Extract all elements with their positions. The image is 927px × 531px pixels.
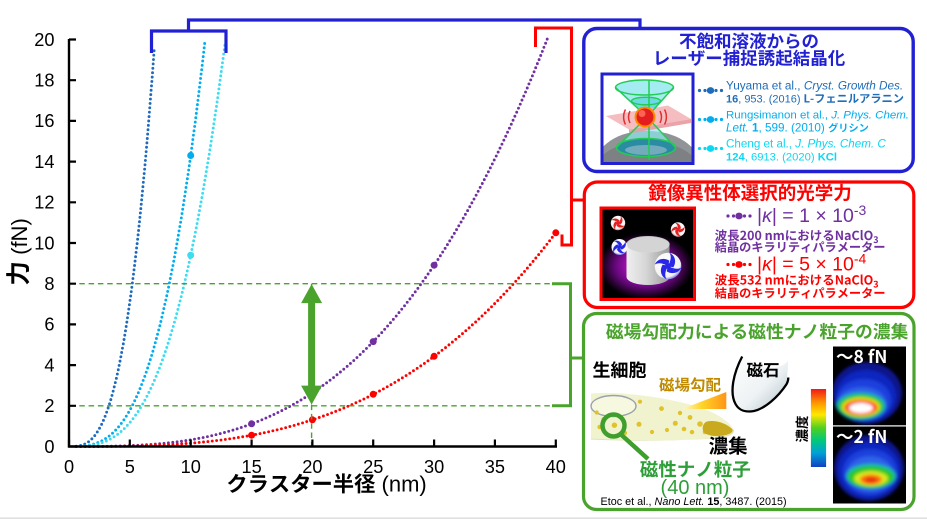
svg-text:14: 14 (34, 152, 54, 172)
svg-text:|κ| = 5 × 10-4: |κ| = 5 × 10-4 (757, 251, 867, 276)
svg-text:Yuyama et al., Cryst. Growth D: Yuyama et al., Cryst. Growth Des. (726, 80, 903, 93)
svg-text:|κ| = 1 × 10-3: |κ| = 1 × 10-3 (757, 202, 867, 227)
svg-text:Lett. 1, 599. (2010): Lett. 1, 599. (2010) (726, 122, 825, 135)
svg-text:10: 10 (34, 233, 54, 253)
svg-text:0: 0 (44, 437, 54, 457)
svg-text:Rungsimanon et al., J. Phys. C: Rungsimanon et al., J. Phys. Chem. (726, 110, 909, 122)
svg-text:15: 15 (241, 457, 261, 477)
svg-text:10: 10 (181, 457, 201, 477)
svg-text:12: 12 (34, 193, 54, 213)
svg-text:30: 30 (424, 457, 444, 477)
svg-text:4: 4 (44, 355, 54, 375)
svg-text:124, 6913. (2020) KCl: 124, 6913. (2020) KCl (726, 152, 837, 164)
svg-text:(40 nm): (40 nm) (661, 477, 730, 499)
svg-text:Etoc et al., Nano Lett. 15, 34: Etoc et al., Nano Lett. 15, 3487. (2015) (601, 496, 787, 508)
svg-text:5: 5 (125, 457, 135, 477)
svg-text:35: 35 (485, 457, 505, 477)
svg-text:16, 953. (2016): 16, 953. (2016) (726, 94, 801, 106)
svg-text:18: 18 (34, 71, 54, 91)
svg-text:8: 8 (44, 274, 54, 294)
svg-text:(nm): (nm) (375, 472, 426, 497)
svg-text:20: 20 (34, 30, 54, 50)
svg-text:0: 0 (64, 457, 74, 477)
svg-text:(fN): (fN) (7, 218, 32, 261)
svg-text:40: 40 (546, 457, 566, 477)
svg-text:25: 25 (363, 457, 383, 477)
svg-text:20: 20 (302, 457, 322, 477)
svg-text:Cheng et al., J. Phys. Chem. C: Cheng et al., J. Phys. Chem. C (726, 138, 886, 151)
svg-text:6: 6 (44, 315, 54, 335)
svg-text:2: 2 (44, 396, 54, 416)
svg-text:16: 16 (34, 111, 54, 131)
